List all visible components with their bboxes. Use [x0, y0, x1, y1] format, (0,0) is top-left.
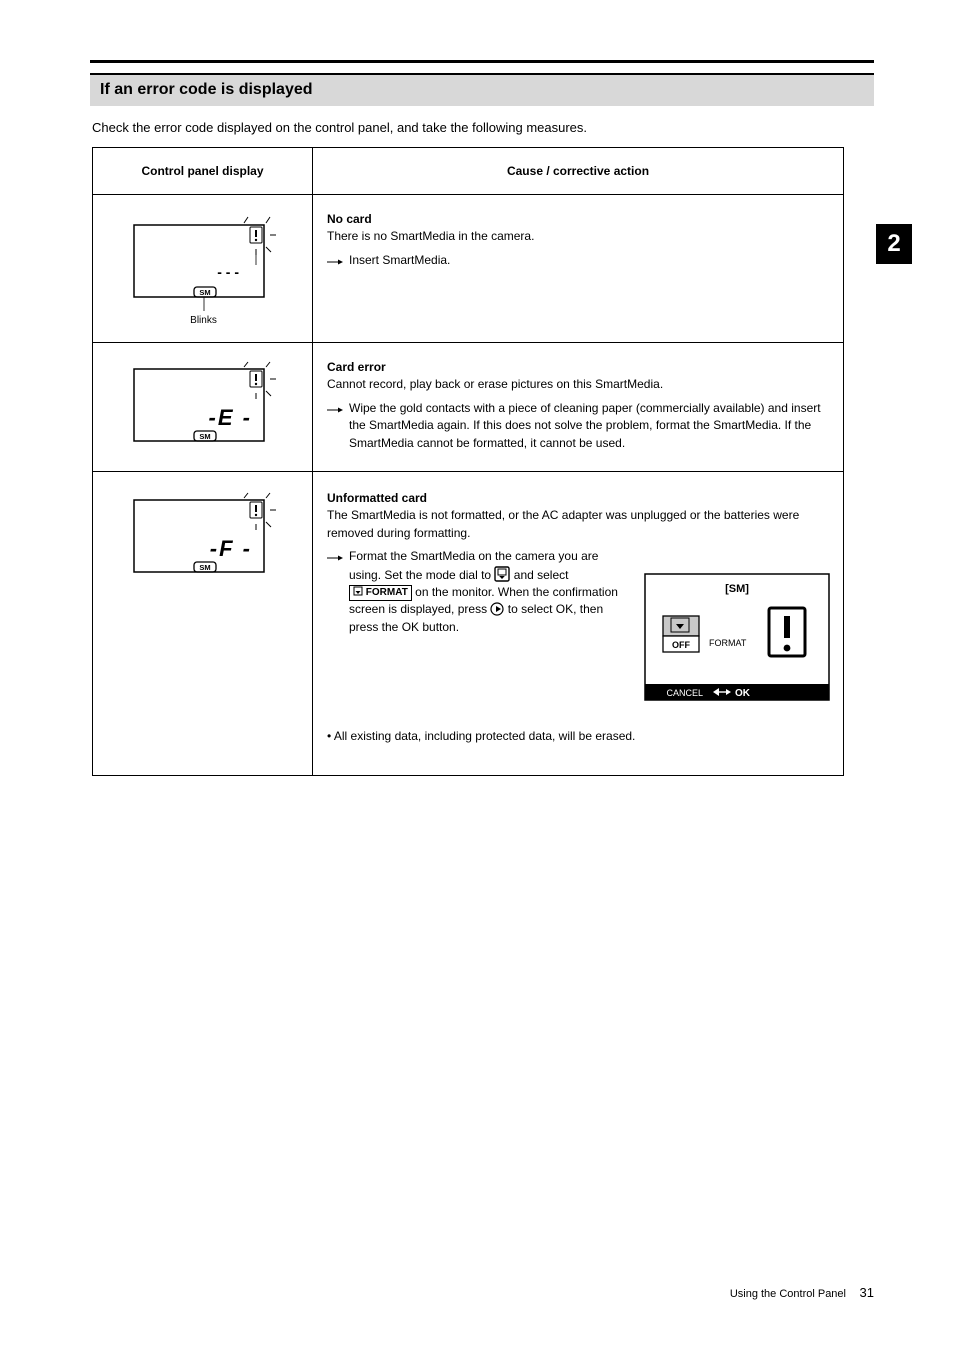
menu-format-icon: FORMAT	[349, 585, 412, 602]
action-line: Insert SmartMedia.	[327, 252, 831, 271]
svg-text:-E -: -E -	[208, 405, 251, 430]
action-text: Insert SmartMedia.	[349, 252, 450, 269]
cause-body: Cannot record, play back or erase pictur…	[327, 377, 663, 391]
action-line: Format the SmartMedia on the camera you …	[327, 548, 633, 636]
control-panel-icon: -F - SM	[124, 490, 284, 586]
table-row: - - - SM Blinks No card There is no Smar…	[93, 195, 844, 343]
header-cause: Cause / corrective action	[313, 148, 844, 195]
monitor-preview: [SM] OFF FORMAT	[643, 572, 831, 717]
cause-cell: No card There is no SmartMedia in the ca…	[313, 195, 844, 343]
svg-text:FORMAT: FORMAT	[709, 638, 747, 648]
table-header-row: Control panel display Cause / corrective…	[93, 148, 844, 195]
table-row: -F - SM Unformatted card The SmartMedia …	[93, 472, 844, 776]
svg-text:CANCEL: CANCEL	[666, 688, 703, 698]
page-footer-label: Using the Control Panel	[730, 1288, 846, 1300]
arrow-right-icon	[327, 254, 343, 271]
svg-text:OFF: OFF	[672, 640, 690, 650]
monitor-screen-icon: [SM] OFF FORMAT	[643, 572, 831, 712]
section-title: If an error code is displayed	[100, 81, 313, 98]
display-cell: -E - SM	[93, 343, 313, 472]
svg-text:-F -: -F -	[209, 536, 251, 561]
action-text: Format the SmartMedia on the camera you …	[349, 548, 633, 636]
header-display: Control panel display	[93, 148, 313, 195]
action-text: Wipe the gold contacts with a piece of c…	[349, 400, 831, 452]
page-number: 31	[860, 1285, 874, 1300]
cause-body: There is no SmartMedia in the camera.	[327, 229, 534, 243]
cause-cell: Unformatted card The SmartMedia is not f…	[313, 472, 844, 776]
svg-text:SM: SM	[199, 288, 210, 297]
cause-title: Card error	[327, 360, 386, 374]
cause-title: Unformatted card	[327, 491, 427, 505]
arrow-right-icon	[327, 402, 343, 419]
chapter-number: 2	[887, 230, 900, 258]
intro-text: Check the error code displayed on the co…	[92, 120, 874, 135]
cause-title: No card	[327, 212, 372, 226]
svg-text:OK: OK	[735, 688, 751, 699]
table-row: -E - SM Card error Cannot record, play b…	[93, 343, 844, 472]
svg-text:SM: SM	[199, 432, 210, 441]
cause-cell: Card error Cannot record, play back or e…	[313, 343, 844, 472]
blink-label: Blinks	[107, 315, 300, 326]
screen-title: [SM]	[725, 583, 749, 595]
svg-text:- - -: - - -	[217, 264, 239, 280]
action-line: Wipe the gold contacts with a piece of c…	[327, 400, 831, 452]
caution-line: • All existing data, including protected…	[327, 728, 831, 745]
error-table: Control panel display Cause / corrective…	[92, 147, 844, 776]
mode-dial-setup-icon	[494, 568, 513, 582]
section-title-band: If an error code is displayed	[90, 75, 874, 106]
arrow-right-icon	[327, 550, 343, 567]
dpad-right-icon	[490, 602, 507, 616]
svg-text:SM: SM	[199, 563, 210, 572]
display-cell: - - - SM Blinks	[93, 195, 313, 343]
page: 2 If an error code is displayed Check th…	[0, 0, 954, 1346]
control-panel-icon: -E - SM	[124, 359, 284, 455]
chapter-tab: 2	[876, 224, 912, 264]
rule-top-thick	[90, 60, 874, 63]
action-mid: and select	[514, 568, 569, 582]
display-cell: -F - SM	[93, 472, 313, 776]
control-panel-icon: - - - SM	[124, 211, 284, 311]
cause-body: The SmartMedia is not formatted, or the …	[327, 508, 799, 539]
